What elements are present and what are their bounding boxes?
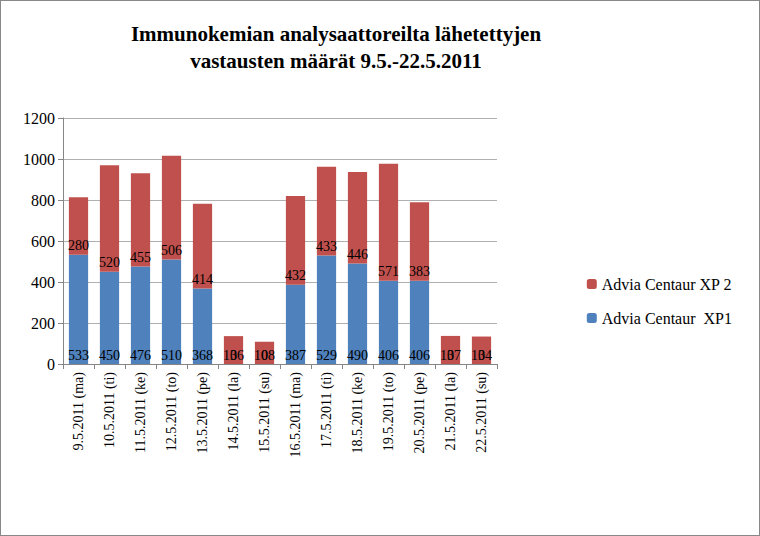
svg-text:800: 800	[31, 192, 55, 209]
svg-text:10.5.2011 (ti): 10.5.2011 (ti)	[102, 372, 118, 448]
svg-text:387: 387	[285, 348, 306, 363]
svg-text:476: 476	[130, 348, 151, 363]
svg-text:14.5.2011 (la): 14.5.2011 (la)	[226, 372, 242, 451]
svg-text:137: 137	[440, 348, 461, 363]
svg-text:13.5.2011 (pe): 13.5.2011 (pe)	[195, 372, 211, 454]
svg-text:529: 529	[316, 348, 337, 363]
svg-text:383: 383	[409, 264, 430, 279]
svg-text:433: 433	[316, 239, 337, 254]
svg-text:21.5.2011 (la): 21.5.2011 (la)	[443, 372, 459, 451]
svg-text:1000: 1000	[23, 151, 55, 168]
svg-text:17.5.2011 (ti): 17.5.2011 (ti)	[319, 372, 335, 448]
svg-text:134: 134	[471, 348, 492, 363]
svg-text:406: 406	[378, 348, 399, 363]
svg-text:571: 571	[378, 264, 399, 279]
svg-text:200: 200	[31, 315, 55, 332]
svg-text:vastausten määrät 9.5.-22.5.20: vastausten määrät 9.5.-22.5.2011	[190, 49, 482, 73]
svg-text:1200: 1200	[23, 110, 55, 127]
svg-text:446: 446	[347, 247, 368, 262]
svg-text:0: 0	[47, 356, 55, 373]
svg-text:22.5.2011 (su): 22.5.2011 (su)	[474, 372, 490, 453]
svg-text:406: 406	[409, 348, 430, 363]
svg-text:490: 490	[347, 348, 368, 363]
svg-text:9.5.2011 (ma): 9.5.2011 (ma)	[71, 372, 87, 451]
svg-text:280: 280	[68, 238, 89, 253]
svg-text:450: 450	[99, 348, 120, 363]
svg-text:11.5.2011 (ke): 11.5.2011 (ke)	[133, 372, 149, 453]
svg-text:Immunokemian analysaattoreilta: Immunokemian analysaattoreilta lähetetty…	[131, 22, 542, 46]
svg-text:455: 455	[130, 250, 151, 265]
svg-text:400: 400	[31, 274, 55, 291]
svg-text:19.5.2011 (to): 19.5.2011 (to)	[381, 372, 397, 452]
svg-text:414: 414	[192, 272, 213, 287]
svg-text:20.5.2011 (pe): 20.5.2011 (pe)	[412, 372, 428, 454]
svg-text:432: 432	[285, 268, 306, 283]
svg-text:368: 368	[192, 348, 213, 363]
svg-text:600: 600	[31, 233, 55, 250]
svg-text:18.5.2011 (ke): 18.5.2011 (ke)	[350, 372, 366, 454]
svg-text:520: 520	[99, 255, 120, 270]
svg-text:Advia Centaur XP1: Advia Centaur XP1	[602, 310, 732, 327]
svg-text:510: 510	[161, 348, 182, 363]
svg-text:533: 533	[68, 348, 89, 363]
svg-text:108: 108	[254, 348, 275, 363]
svg-text:506: 506	[161, 243, 182, 258]
svg-text:Advia Centaur XP 2: Advia Centaur XP 2	[602, 276, 732, 293]
svg-text:12.5.2011 (to): 12.5.2011 (to)	[164, 372, 180, 452]
svg-text:15.5.2011 (su): 15.5.2011 (su)	[257, 372, 273, 453]
svg-text:136: 136	[223, 348, 244, 363]
svg-text:16.5.2011 (ma): 16.5.2011 (ma)	[288, 372, 304, 458]
